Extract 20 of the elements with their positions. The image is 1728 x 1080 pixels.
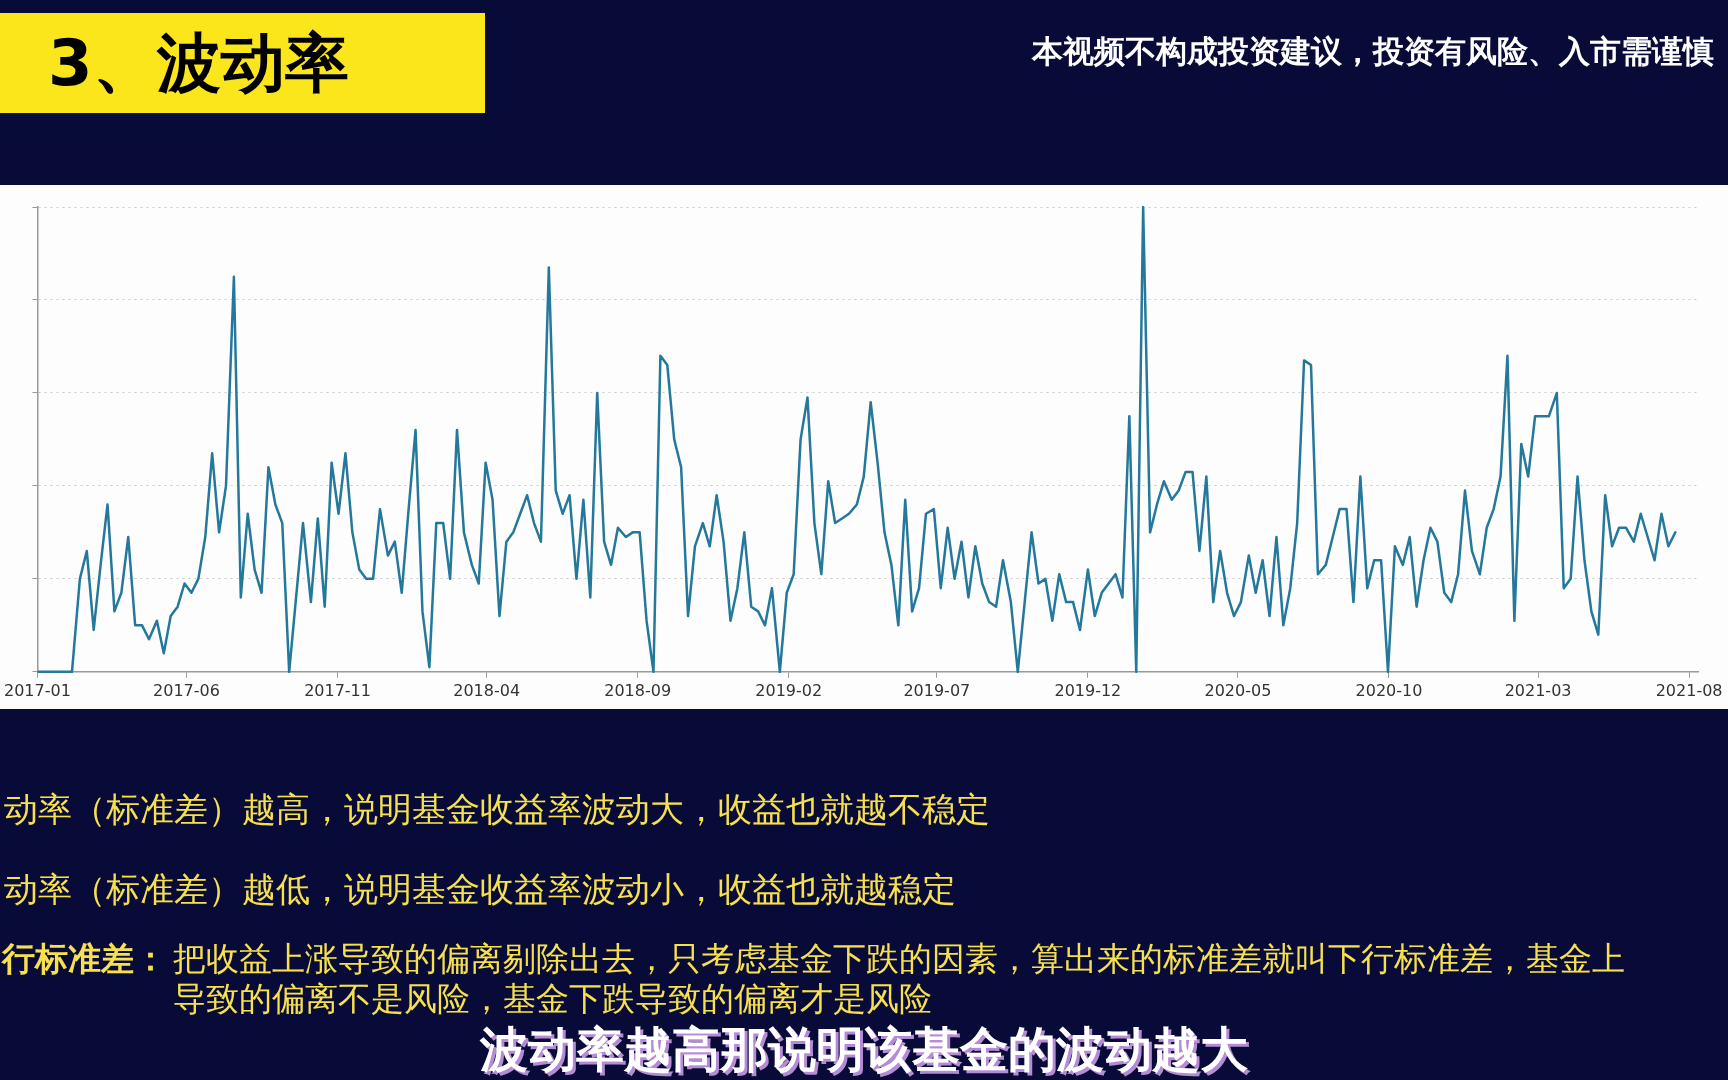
x-tick-label: 2017-06 [153, 680, 220, 700]
text: 动率（标准差）越高，说明基金收益率波动大，收益也就越不稳定 [4, 789, 990, 830]
text: 动率（标准差）越低，说明基金收益率波动小，收益也就越稳定 [4, 869, 956, 910]
x-tick-label: 2017-01 [4, 680, 71, 700]
text: 把收益上涨导致的偏离剔除出去，只考虑基金下跌的因素，算出来的标准差就叫下行标准差，基金上 [173, 939, 1625, 978]
x-tick-label: 2019-02 [755, 680, 823, 700]
x-tick-label: 2021-08 [1655, 680, 1723, 700]
text: 波动率越高那说明该基金的波动越大 [480, 1021, 1248, 1078]
x-tick-label: 2020-05 [1204, 680, 1272, 700]
x-tick-label: 2018-04 [453, 680, 521, 700]
x-tick-label: 2017-11 [304, 680, 371, 700]
chart-title: 3、波动率 [48, 25, 349, 102]
text: 导致的偏离不是风险，基金下跌导致的偏离才是风险 [173, 979, 932, 1018]
text: 本视频不构成投资建议，投资有风险、入市需谨慎 [1032, 33, 1714, 70]
x-tick-label: 2019-12 [1054, 680, 1122, 700]
x-tick-label: 2020-10 [1355, 680, 1423, 700]
x-tick-label: 2018-09 [604, 680, 672, 700]
x-tick-label: 2019-07 [903, 680, 971, 700]
text: 行标准差： [2, 939, 167, 978]
x-tick-label: 2021-03 [1504, 680, 1572, 700]
